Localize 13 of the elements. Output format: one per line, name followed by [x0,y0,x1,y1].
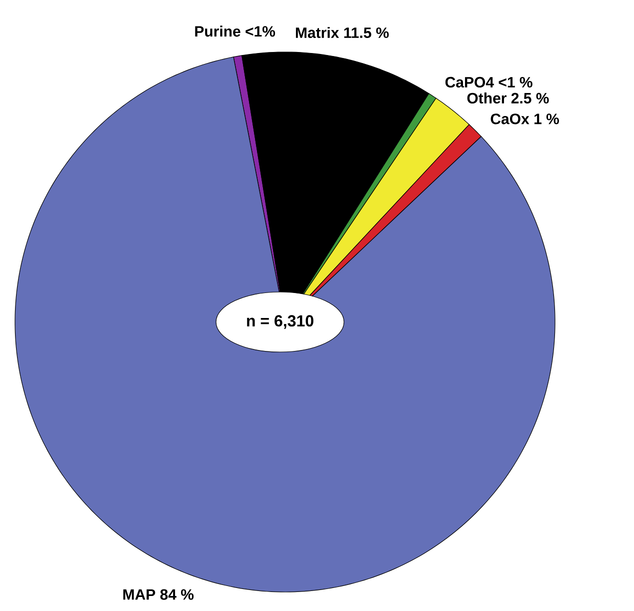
data-label: 84 % [160,589,194,600]
slice-label: Matrix [296,27,340,38]
slice-label: CaOx [490,114,530,124]
data-label: <1 % [498,76,532,88]
data-label: <1% [246,26,276,37]
slice-label: MAP [123,589,156,600]
slice-label: Purine [195,26,240,37]
slice-label: Other [467,92,506,104]
data-label: 11.5 % [344,27,389,38]
text: n = 6,310 [247,315,314,329]
data-label: 1 % [534,114,559,124]
slice-label: CaPO4 [445,76,494,88]
data-label: 2.5 % [511,92,549,104]
